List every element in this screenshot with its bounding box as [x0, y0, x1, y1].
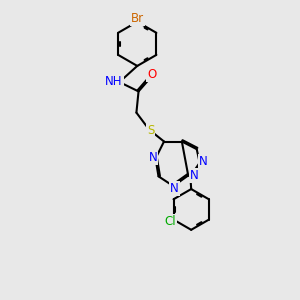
Text: Cl: Cl [164, 215, 176, 228]
Text: N: N [148, 151, 157, 164]
Text: N: N [170, 182, 178, 195]
Text: S: S [147, 124, 155, 137]
Text: N: N [199, 155, 208, 168]
Text: O: O [147, 68, 156, 81]
Text: N: N [190, 169, 199, 182]
Text: NH: NH [105, 75, 123, 88]
Text: Br: Br [131, 12, 144, 25]
